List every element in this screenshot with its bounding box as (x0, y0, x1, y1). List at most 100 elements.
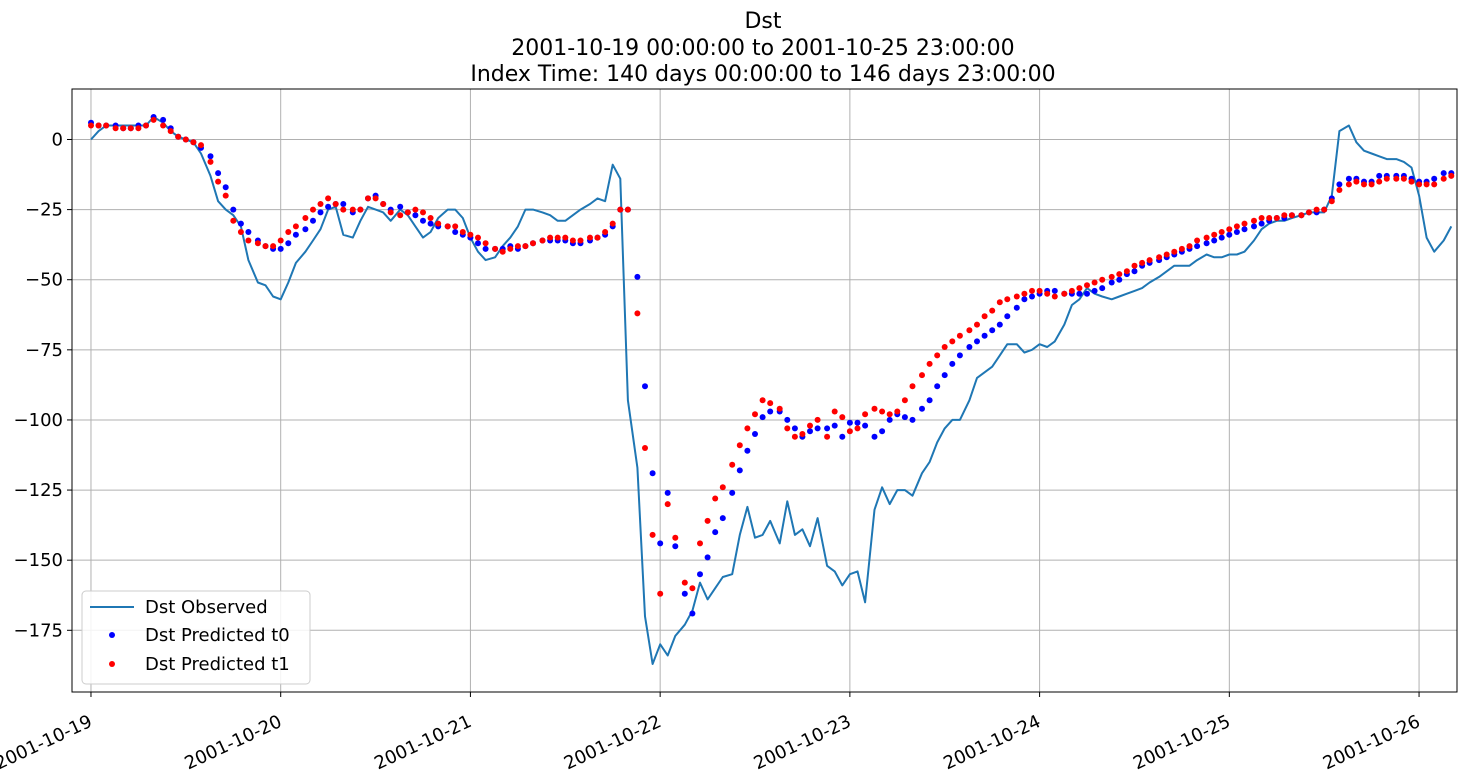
data-point-predicted-t0 (1440, 170, 1447, 177)
data-point-predicted-t1 (1266, 215, 1273, 221)
data-point-predicted-t0 (325, 203, 332, 210)
data-point-predicted-t1 (1383, 175, 1390, 182)
data-point-predicted-t1 (1044, 290, 1051, 297)
data-point-predicted-t1 (1116, 271, 1123, 278)
series-layer (88, 114, 1455, 665)
data-point-predicted-t0 (1258, 220, 1265, 227)
data-point-predicted-t0 (1431, 175, 1438, 182)
data-point-predicted-t1 (854, 425, 861, 432)
chart-subtitle-index-time: Index Time: 140 days 00:00:00 to 146 day… (470, 62, 1055, 87)
data-point-predicted-t0 (759, 414, 766, 421)
legend-marker-predicted-t0 (109, 632, 115, 638)
data-point-predicted-t0 (237, 220, 244, 227)
data-point-predicted-t1 (1211, 231, 1218, 238)
data-point-predicted-t0 (245, 229, 252, 235)
data-point-predicted-t1 (1368, 181, 1375, 188)
legend: Dst Observed Dst Predicted t0 Dst Predic… (81, 590, 311, 685)
data-point-predicted-t0 (839, 433, 846, 440)
data-point-predicted-t1 (215, 178, 222, 185)
data-point-predicted-t0 (1345, 175, 1352, 182)
data-point-predicted-t1 (1123, 268, 1130, 275)
data-point-predicted-t0 (886, 416, 893, 423)
data-point-predicted-t1 (879, 408, 886, 415)
data-point-predicted-t1 (1353, 178, 1360, 185)
data-point-predicted-t1 (1029, 287, 1035, 294)
data-point-predicted-t1 (784, 425, 791, 432)
data-point-predicted-t1 (1251, 217, 1257, 224)
data-point-predicted-t0 (1029, 293, 1035, 300)
data-point-predicted-t0 (974, 338, 980, 345)
data-point-predicted-t1 (752, 411, 758, 418)
data-point-predicted-t1 (427, 215, 434, 221)
data-point-predicted-t1 (697, 540, 703, 547)
data-point-predicted-t1 (981, 313, 988, 320)
data-point-predicted-t1 (285, 229, 292, 235)
data-point-predicted-t1 (919, 372, 925, 379)
chart-subtitle-date-range: 2001-10-19 00:00:00 to 2001-10-25 23:00:… (511, 36, 1014, 61)
data-point-predicted-t1 (1416, 181, 1423, 188)
data-point-predicted-t0 (207, 153, 214, 160)
data-point-predicted-t0 (814, 425, 821, 432)
data-point-predicted-t1 (767, 400, 774, 407)
data-point-predicted-t1 (237, 229, 244, 235)
data-point-predicted-t0 (926, 397, 933, 404)
data-point-predicted-t1 (996, 299, 1003, 306)
data-point-predicted-t0 (831, 422, 838, 429)
data-point-predicted-t1 (831, 408, 838, 415)
chart-title: Dst (744, 9, 781, 34)
data-point-predicted-t1 (1021, 290, 1028, 297)
data-point-predicted-t1 (672, 534, 679, 541)
data-point-predicted-t1 (160, 122, 167, 129)
data-point-predicted-t0 (941, 372, 948, 379)
data-point-predicted-t1 (587, 234, 593, 241)
data-point-predicted-t0 (1091, 287, 1098, 294)
data-point-predicted-t1 (759, 397, 766, 404)
data-point-predicted-t1 (814, 416, 821, 423)
data-point-predicted-t1 (277, 237, 284, 244)
data-point-predicted-t1 (230, 217, 237, 224)
data-point-predicted-t1 (1233, 223, 1240, 230)
data-point-predicted-t0 (649, 470, 656, 477)
data-point-predicted-t0 (909, 416, 916, 423)
data-point-predicted-t1 (1131, 262, 1138, 269)
data-point-predicted-t0 (996, 321, 1003, 328)
data-point-predicted-t1 (452, 223, 459, 230)
data-point-predicted-t1 (310, 206, 316, 213)
data-point-predicted-t1 (514, 243, 521, 250)
data-point-predicted-t1 (729, 461, 736, 468)
data-point-predicted-t1 (862, 411, 869, 418)
data-point-predicted-t0 (949, 360, 956, 367)
data-point-predicted-t0 (871, 433, 878, 440)
data-point-predicted-t1 (1084, 282, 1090, 289)
data-point-predicted-t1 (1273, 215, 1280, 221)
data-point-predicted-t1 (292, 223, 299, 230)
data-point-predicted-t1 (839, 414, 846, 421)
data-point-predicted-t1 (1146, 257, 1153, 264)
data-point-predicted-t1 (824, 433, 831, 440)
data-point-predicted-t1 (198, 142, 204, 149)
data-point-predicted-t0 (1203, 240, 1210, 247)
data-point-predicted-t0 (292, 231, 299, 238)
data-point-predicted-t1 (609, 220, 616, 227)
data-point-predicted-t1 (1281, 212, 1288, 219)
data-point-predicted-t1 (444, 223, 451, 230)
data-point-predicted-t1 (617, 206, 624, 213)
series-line-observed (90, 116, 1453, 665)
y-tick-label: −150 (14, 550, 63, 571)
data-point-predicted-t1 (846, 428, 853, 435)
data-point-predicted-t1 (1400, 175, 1407, 182)
data-point-predicted-t1 (1288, 212, 1295, 219)
legend-box (81, 590, 311, 685)
data-point-predicted-t1 (467, 231, 474, 238)
data-point-predicted-t1 (1408, 178, 1415, 185)
data-point-predicted-t0 (681, 590, 688, 597)
data-point-predicted-t1 (1328, 198, 1335, 205)
data-point-predicted-t1 (372, 195, 379, 202)
data-point-predicted-t1 (1440, 175, 1447, 182)
data-point-predicted-t1 (397, 212, 404, 219)
data-point-predicted-t1 (886, 411, 893, 418)
y-tick-label: −175 (14, 620, 63, 641)
data-point-predicted-t0 (1108, 279, 1115, 286)
data-point-predicted-t1 (547, 234, 554, 241)
data-point-predicted-t1 (1139, 259, 1146, 266)
